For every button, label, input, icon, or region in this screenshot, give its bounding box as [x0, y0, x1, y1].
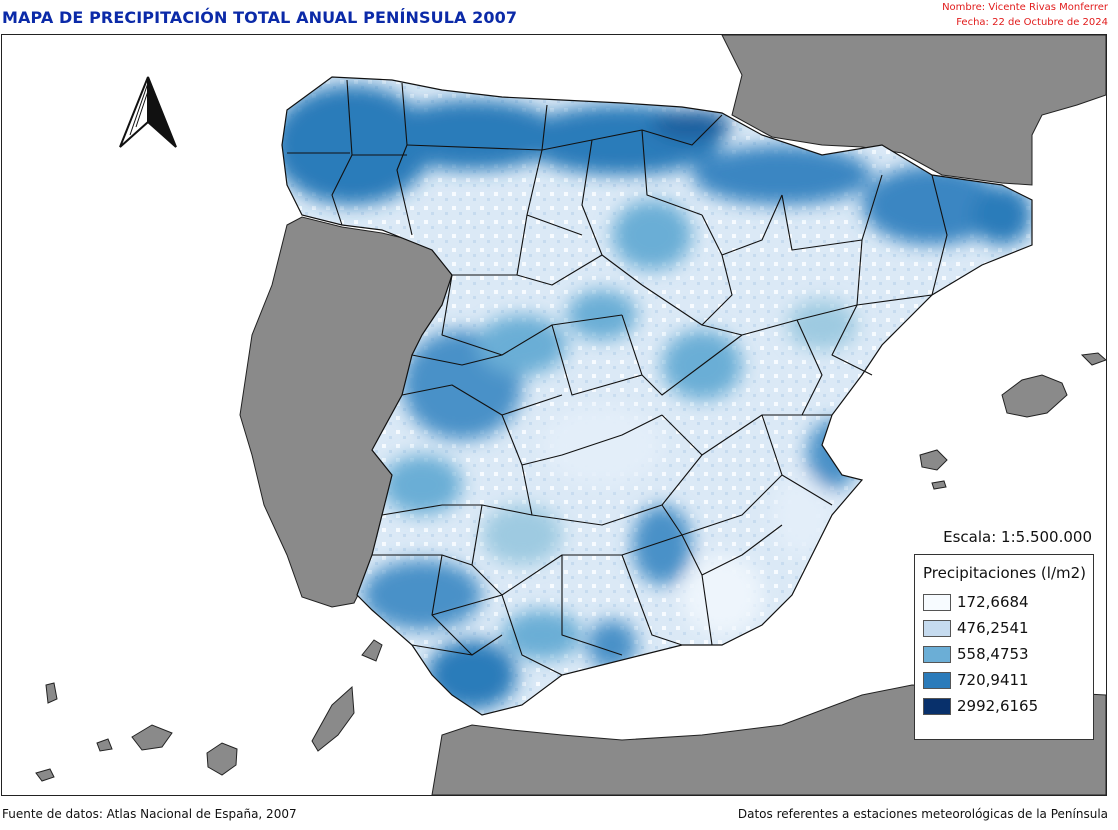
legend-label: 2992,6165: [957, 697, 1039, 715]
menorca-island: [1080, 352, 1106, 366]
legend-item: 558,4753: [923, 641, 1085, 667]
neighbor-lands: [35, 35, 1106, 795]
la-palma-island: [45, 682, 58, 704]
legend-label: 720,9411: [957, 671, 1029, 689]
legend-label: 476,2541: [957, 619, 1029, 637]
map-date: Fecha: 22 de Octubre de 2024: [956, 17, 1108, 28]
legend-swatch: [923, 645, 951, 663]
gomera-island: [96, 738, 113, 752]
legend-label: 172,6684: [957, 593, 1029, 611]
map-title: MAPA DE PRECIPITACIÓN TOTAL ANUAL PENÍNS…: [2, 8, 518, 27]
legend-item: 720,9411: [923, 667, 1085, 693]
tenerife-island: [131, 724, 173, 751]
ibiza-island: [919, 449, 948, 471]
gran-canaria-island: [206, 742, 238, 776]
legend-label: 558,4753: [957, 645, 1029, 663]
legend-swatch: [923, 697, 951, 715]
legend-title: Precipitaciones (l/m2): [923, 564, 1087, 582]
author-name: Nombre: Vicente Rivas Monferrer: [942, 2, 1108, 13]
france-landmass: [721, 35, 1106, 186]
author-block: Nombre: Vicente Rivas Monferrer Fecha: 2…: [942, 0, 1108, 30]
legend-item: 172,6684: [923, 589, 1085, 615]
spain-coastline: [281, 76, 1033, 716]
data-note: Datos referentes a estaciones meteorológ…: [737, 807, 1108, 821]
fuerteventura-island: [311, 685, 355, 752]
province-borders: [287, 79, 948, 676]
hierro-island: [35, 768, 55, 782]
north-arrow-icon: [119, 76, 177, 148]
map-canvas: [35, 35, 1106, 795]
legend-swatch: [923, 671, 951, 689]
data-source: Fuente de datos: Atlas Nacional de Españ…: [2, 807, 297, 821]
legend-swatch: [923, 619, 951, 637]
legend-item: 476,2541: [923, 615, 1085, 641]
legend-swatch: [923, 593, 951, 611]
map-legend: Precipitaciones (l/m2) 172,6684 476,2541…: [914, 554, 1094, 740]
formentera-island: [931, 480, 947, 490]
mallorca-island: [1001, 374, 1068, 418]
legend-item: 2992,6165: [923, 693, 1085, 719]
lanzarote-island: [361, 639, 383, 662]
map-frame: [1, 34, 1107, 796]
scale-label: Escala: 1:5.500.000: [943, 528, 1092, 546]
